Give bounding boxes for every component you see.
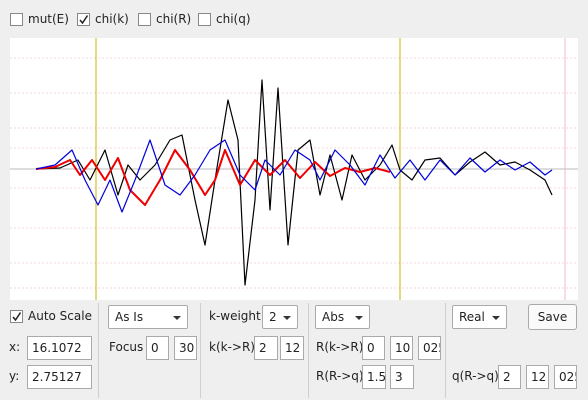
- text-input[interactable]: 2: [254, 336, 278, 360]
- text-input[interactable]: 12: [280, 336, 304, 360]
- dropdown-value: As Is: [115, 310, 144, 324]
- dropdown-value: Real: [459, 310, 485, 324]
- checkbox-label: chi(q): [216, 12, 251, 26]
- text-input[interactable]: 30: [174, 336, 197, 360]
- checkbox-label: mut(E): [28, 12, 69, 26]
- text-input[interactable]: 3: [390, 365, 414, 389]
- checkbox[interactable]: [10, 310, 23, 323]
- separator: [308, 303, 309, 398]
- plot: [10, 38, 578, 300]
- dropdown-arrow: [355, 316, 363, 320]
- checkbox[interactable]: [198, 13, 211, 26]
- dropdown[interactable]: 2: [262, 305, 298, 329]
- dropdown[interactable]: Abs: [315, 305, 370, 329]
- label: y:: [9, 369, 20, 383]
- curve-red: [35, 149, 391, 206]
- separator: [98, 303, 99, 398]
- checkbox[interactable]: [138, 13, 151, 26]
- separator: [445, 303, 446, 398]
- dropdown-value: Abs: [322, 310, 345, 324]
- text-input[interactable]: 1.5: [362, 365, 386, 389]
- checkbox[interactable]: [10, 13, 23, 26]
- dropdown[interactable]: As Is: [108, 305, 188, 329]
- dropdown-arrow: [173, 316, 181, 320]
- checkmark: [79, 15, 89, 25]
- label: k-weight: [209, 309, 261, 323]
- checkbox-label: chi(k): [95, 12, 129, 26]
- text-input[interactable]: 0: [362, 336, 385, 360]
- label: R(R->q): [316, 369, 364, 383]
- checkmark: [12, 312, 22, 322]
- label: k(k->R): [209, 340, 255, 354]
- curve-blue: [35, 139, 553, 213]
- label: q(R->q): [452, 369, 499, 383]
- save-button[interactable]: Save: [528, 304, 577, 330]
- checkbox-label: chi(R): [156, 12, 192, 26]
- text-input[interactable]: 12: [526, 365, 549, 389]
- checkbox-label: Auto Scale: [28, 309, 92, 323]
- text-input[interactable]: 16.1072: [27, 336, 92, 360]
- text-input[interactable]: 10: [390, 336, 413, 360]
- text-input[interactable]: 0: [146, 336, 169, 360]
- text-input[interactable]: 025: [554, 365, 577, 389]
- label: Focus: [109, 340, 144, 354]
- label: R(k->R): [316, 340, 364, 354]
- checkbox[interactable]: [77, 13, 90, 26]
- dropdown-value: 2: [269, 310, 277, 324]
- label: x:: [9, 340, 21, 354]
- dropdown[interactable]: Real: [452, 305, 507, 329]
- dropdown-arrow: [492, 316, 500, 320]
- text-input[interactable]: 2.75127: [27, 365, 92, 389]
- text-input[interactable]: 025: [418, 336, 441, 360]
- text-input[interactable]: 2: [498, 365, 521, 389]
- separator: [200, 303, 201, 398]
- dropdown-arrow: [283, 316, 291, 320]
